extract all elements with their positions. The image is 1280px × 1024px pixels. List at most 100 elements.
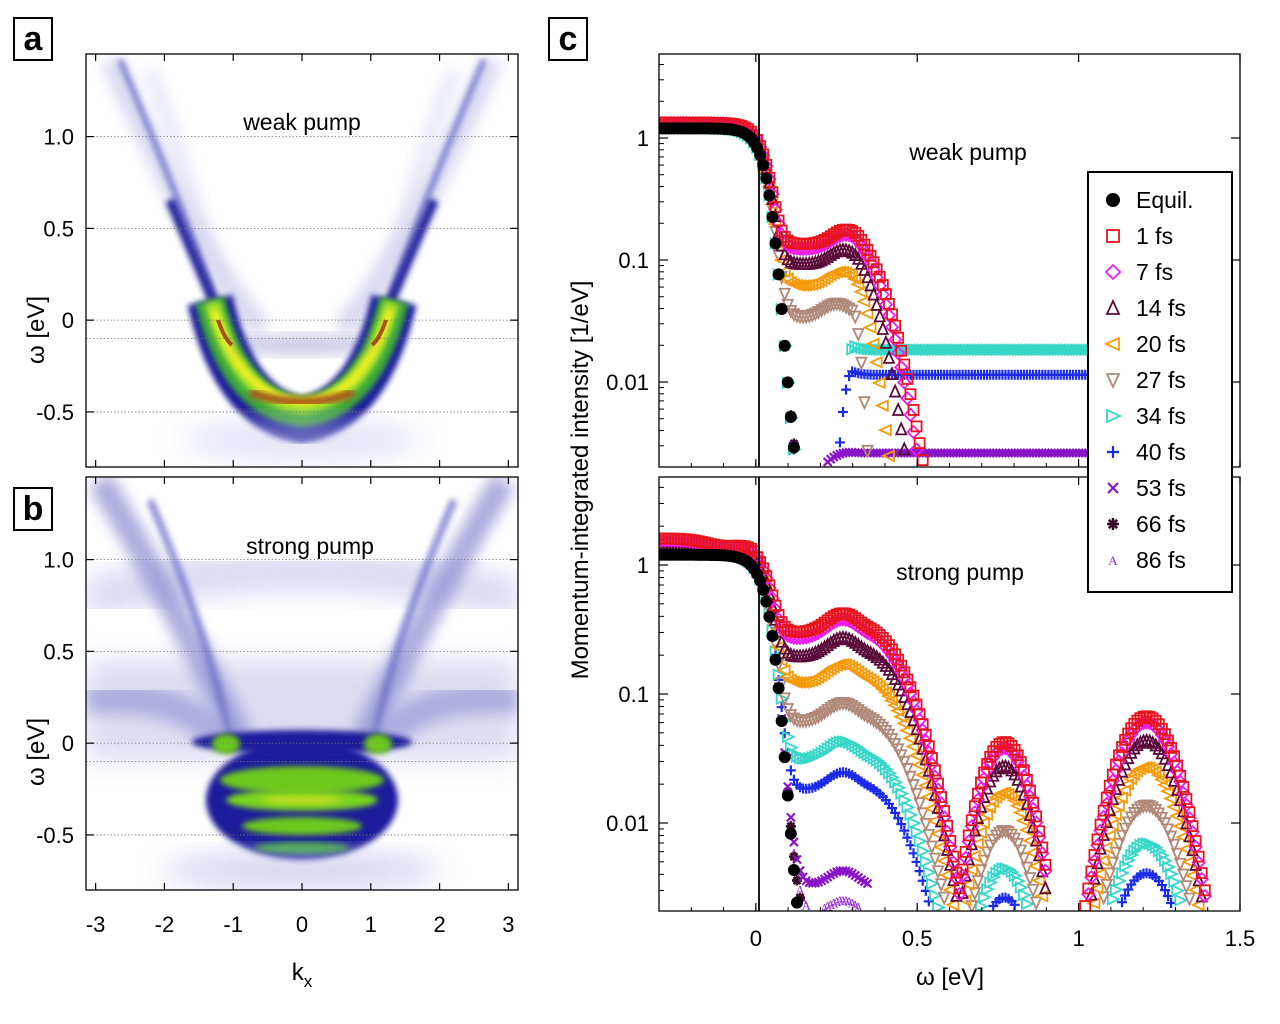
- data-point: [895, 659, 908, 672]
- data-point: [1112, 837, 1126, 852]
- legend-item: A 86 fs: [1108, 547, 1186, 573]
- data-point: [926, 814, 941, 828]
- data-point: [1038, 863, 1053, 878]
- data-point: [865, 337, 880, 351]
- data-point: [1103, 336, 1120, 352]
- data-point: [1033, 825, 1046, 838]
- data-point: [766, 210, 779, 223]
- data-point: [1018, 823, 1033, 837]
- data-point: [1105, 298, 1121, 315]
- data-point: [1106, 856, 1120, 871]
- data-point: [775, 692, 790, 706]
- data-point: [922, 740, 935, 753]
- data-point: [787, 863, 800, 876]
- data-point: [901, 800, 916, 814]
- data-point: [784, 646, 798, 661]
- data-point: [992, 826, 1006, 841]
- data-point: [843, 224, 856, 236]
- data-point: [926, 752, 938, 764]
- data-point: [1039, 858, 1052, 871]
- data-point: [851, 328, 865, 343]
- legend-label: 1 fs: [1136, 223, 1173, 249]
- legend-item: 20 fs: [1103, 331, 1186, 357]
- x-tick-label: 1: [365, 912, 377, 937]
- data-point: [881, 308, 897, 323]
- data-point: [1106, 193, 1120, 207]
- data-point: [947, 850, 960, 863]
- data-point: [1097, 804, 1110, 817]
- data-point: [778, 287, 792, 302]
- data-point: A: [851, 897, 861, 912]
- data-point: [959, 845, 972, 858]
- data-point: [919, 728, 932, 741]
- data-point: [907, 816, 922, 830]
- data-point: [891, 401, 905, 416]
- data-point: [1170, 847, 1184, 862]
- data-point: [775, 714, 788, 727]
- panel-c-top-markers: AAAAAAAAAAAAAAAAAAAAAAAAAAAAAAAAAAAAAAAA…: [659, 115, 1223, 467]
- x-tick-label: 0: [296, 912, 308, 937]
- data-point: [862, 878, 873, 889]
- data-point: [1186, 842, 1199, 857]
- data-point: [888, 383, 902, 398]
- data-point: [783, 781, 793, 792]
- data-point: [894, 682, 908, 697]
- data-point: [1149, 714, 1162, 727]
- data-point: [1189, 835, 1202, 847]
- data-point: [926, 877, 941, 891]
- data-point: [890, 807, 901, 818]
- data-point: [953, 882, 966, 895]
- data-point: [968, 887, 982, 902]
- data-point: [939, 824, 955, 840]
- data-point: [1180, 793, 1193, 805]
- data-point: [904, 703, 917, 718]
- data-point: [1198, 884, 1211, 897]
- data-point: [1002, 826, 1015, 841]
- panel-a-y-axis: 1.0 0.5 0 -0.5: [36, 125, 518, 425]
- data-point: [1031, 874, 1046, 887]
- legend-label: 40 fs: [1136, 439, 1186, 465]
- data-point: [1122, 853, 1137, 867]
- data-point: [1088, 849, 1101, 861]
- data-point: [937, 891, 951, 906]
- data-point: [917, 779, 932, 793]
- panel-a-ylabel: ω [eV]: [23, 296, 50, 364]
- panel-c-label-box: c: [548, 17, 588, 61]
- data-point: [808, 307, 822, 322]
- legend-label: 66 fs: [1136, 511, 1186, 537]
- data-point: [1115, 763, 1129, 778]
- data-point: [963, 863, 978, 877]
- data-point: [901, 673, 914, 686]
- panel-b-heatmap: [86, 477, 518, 890]
- data-point: [940, 841, 954, 856]
- data-point: [1105, 373, 1121, 390]
- data-point: [876, 320, 890, 335]
- data-point: [839, 630, 853, 645]
- y-tick-label: -0.5: [36, 400, 74, 425]
- y-tick-label: 0.5: [43, 216, 74, 241]
- data-point: [1116, 741, 1128, 753]
- data-point: [950, 866, 963, 879]
- data-point: [1152, 807, 1166, 822]
- data-point: [858, 641, 871, 656]
- data-point: [922, 865, 938, 879]
- data-point: [1107, 446, 1119, 458]
- data-point: [842, 302, 856, 317]
- data-point: [1086, 896, 1101, 910]
- data-point: [919, 855, 934, 868]
- data-point: [929, 888, 944, 902]
- data-point: [935, 791, 948, 803]
- data-point: [848, 310, 862, 325]
- data-point: [1094, 818, 1107, 831]
- data-point: [837, 406, 848, 417]
- panel-c-top-annotation: weak pump: [908, 139, 1027, 165]
- data-point: [1091, 855, 1104, 870]
- data-point: A: [820, 900, 830, 915]
- data-point: [913, 797, 927, 812]
- data-point: A: [838, 893, 848, 908]
- data-point: [778, 339, 791, 352]
- data-point: [960, 878, 975, 891]
- data-point: [907, 779, 920, 794]
- data-point: [904, 388, 917, 401]
- data-point: [1167, 838, 1181, 853]
